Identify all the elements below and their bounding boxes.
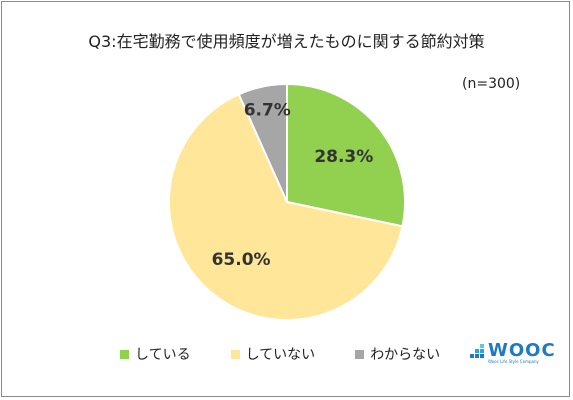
pie-slice-1 [168,92,404,321]
logo-subtext: Wooc Life Style Company [488,359,539,364]
logo-text: WOOC [488,340,556,361]
legend-swatch-1 [230,349,240,359]
logo-wordmark: WOOC [488,340,556,361]
legend-swatch-2 [355,349,365,359]
legend-item-1: していない [230,344,316,364]
pie-label-0: 28.3% [314,147,373,167]
pie-label-1: 65.0% [212,250,271,270]
legend-item-0: している [120,344,191,364]
sample-size-note: (n=300) [462,76,521,92]
chart-title: Q3:在宅勤務で使用頻度が増えたものに関する節約対策 [88,32,485,51]
legend-label-0: している [135,347,191,363]
pie-slice-0 [286,82,406,228]
legend-item-2: わからない [355,344,440,364]
pie-label-2: 6.7% [244,101,291,121]
chart-legend: している していない わからない [120,344,480,364]
legend-label-2: わからない [370,347,441,363]
pie-slice-2 [237,82,288,203]
wooc-logo: WOOC Wooc Life Style Company [470,340,555,366]
legend-label-1: していない [245,347,316,363]
legend-swatch-0 [120,349,129,359]
logo-grid-icon [470,344,484,358]
